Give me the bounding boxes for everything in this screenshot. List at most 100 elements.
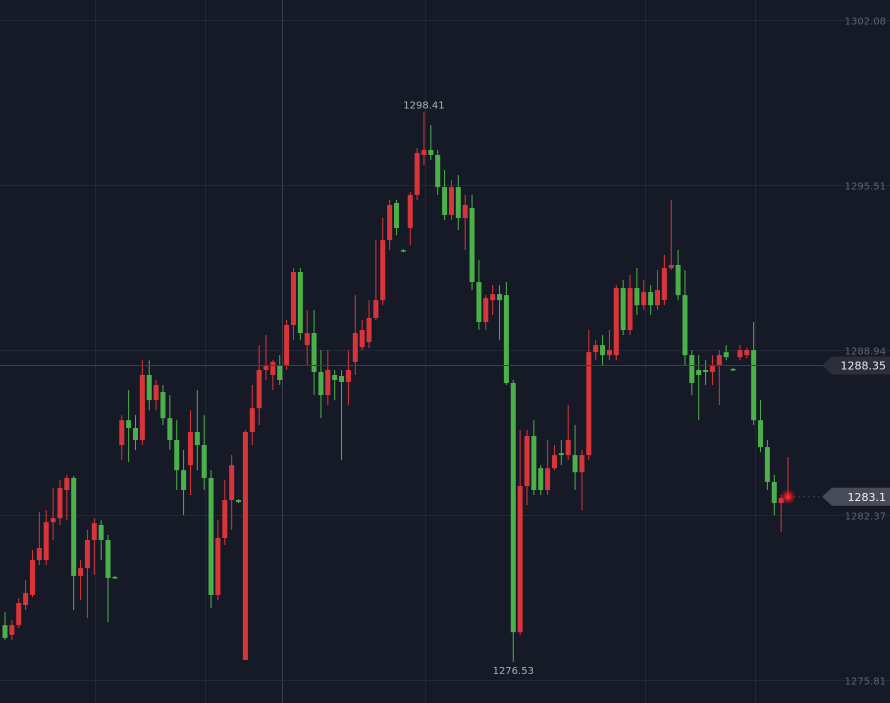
candle-body xyxy=(215,537,221,596)
candle-body xyxy=(606,350,612,356)
candle-body xyxy=(50,518,56,523)
candle-body xyxy=(414,152,420,195)
candle-body xyxy=(764,447,770,482)
y-tick-label: 1302.08 xyxy=(845,17,886,28)
candle-body xyxy=(483,298,489,322)
candle-body xyxy=(593,345,599,353)
candle-body xyxy=(387,204,393,241)
candle-body xyxy=(160,392,166,419)
candle-body xyxy=(476,282,482,322)
candle-body xyxy=(737,350,743,358)
y-tick-label: 1295.51 xyxy=(845,182,886,193)
candle-body xyxy=(531,436,537,491)
candle-body xyxy=(407,194,413,229)
candle-body xyxy=(572,455,578,473)
candle-body xyxy=(668,264,674,268)
candle-body xyxy=(503,295,509,384)
candle-body xyxy=(167,418,173,441)
candle-body xyxy=(600,345,606,356)
candle-body xyxy=(730,368,736,371)
candle-body xyxy=(448,187,454,215)
candle-body xyxy=(352,333,358,362)
candle-body xyxy=(43,522,49,561)
candle-body xyxy=(71,477,77,576)
candle-body xyxy=(36,548,42,561)
candle-body xyxy=(442,187,448,215)
candle-body xyxy=(311,333,317,372)
candle-body xyxy=(98,524,104,540)
candle-body xyxy=(703,369,709,372)
candle-body xyxy=(380,240,386,301)
y-tick-label: 1288.94 xyxy=(845,347,886,358)
candle-body xyxy=(23,592,29,606)
candle-body xyxy=(84,539,90,569)
current-price-glow xyxy=(780,488,796,505)
candle-body xyxy=(242,431,248,661)
current-price-label: 1283.1 xyxy=(848,491,887,504)
candle-body xyxy=(9,625,15,635)
candle-body xyxy=(655,290,660,306)
candle-body xyxy=(2,625,8,638)
candle-body xyxy=(194,431,200,446)
candle-body xyxy=(208,477,214,596)
candle-body xyxy=(648,292,654,306)
candle-body xyxy=(751,350,757,421)
candle-body xyxy=(421,149,427,155)
crosshair-tag xyxy=(822,356,890,375)
candle-body xyxy=(332,374,338,381)
y-tick-label: 1275.81 xyxy=(845,677,886,688)
high-label: 1298.41 xyxy=(403,100,444,111)
candle-body xyxy=(455,187,461,219)
candle-body xyxy=(263,364,269,370)
candle-body xyxy=(675,264,681,296)
candle-body xyxy=(435,154,441,188)
candle-body xyxy=(400,250,406,252)
candle-body xyxy=(758,420,764,448)
candle-body xyxy=(551,455,557,469)
candle-body xyxy=(126,420,132,428)
candle-body xyxy=(64,477,70,491)
candle-body xyxy=(744,350,750,356)
candle-body xyxy=(174,440,180,471)
candle-body xyxy=(565,440,571,456)
candle-body xyxy=(181,470,187,491)
candle-body xyxy=(510,383,516,633)
candle-body xyxy=(284,325,290,365)
candle-body xyxy=(716,355,722,365)
candle-body xyxy=(771,481,777,504)
crosshair-label: 1288.35 xyxy=(841,360,887,373)
candle-body xyxy=(682,295,688,356)
candle-body xyxy=(613,288,619,356)
candle-body xyxy=(249,408,255,432)
current-price-tag xyxy=(822,487,890,506)
candle-body xyxy=(545,468,551,491)
candle-body xyxy=(366,317,372,343)
candle-body xyxy=(318,371,324,396)
candle-body xyxy=(634,288,640,306)
candle-body xyxy=(139,374,145,441)
candle-body xyxy=(579,455,585,473)
candle-body xyxy=(57,488,63,519)
candle-body xyxy=(558,453,564,456)
y-tick-label: 1282.37 xyxy=(845,512,886,523)
candle-body xyxy=(661,267,667,301)
candle-body xyxy=(105,539,111,578)
candle-body xyxy=(394,202,399,229)
candle-body xyxy=(641,292,647,306)
candle-body xyxy=(428,149,434,155)
candle-body xyxy=(627,288,633,331)
candle-body xyxy=(345,369,351,383)
candle-body xyxy=(517,485,523,633)
candle-body xyxy=(325,369,331,396)
candle-body xyxy=(112,576,118,579)
candle-body xyxy=(304,333,310,346)
candle-body xyxy=(16,603,22,626)
candle-body xyxy=(462,204,468,219)
candle-body xyxy=(497,294,503,301)
candle-body xyxy=(119,420,125,446)
candle-body xyxy=(620,288,626,331)
candle-body xyxy=(277,364,283,381)
